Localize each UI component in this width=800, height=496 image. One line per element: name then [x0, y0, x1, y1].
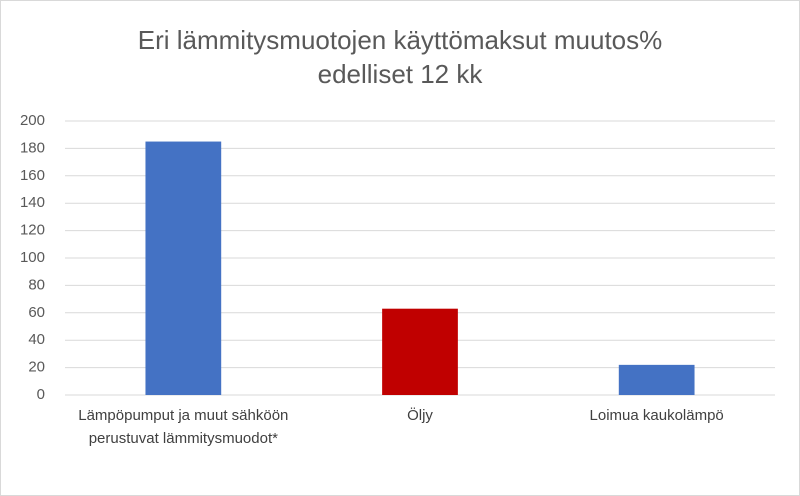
- y-tick-label: 0: [37, 386, 45, 403]
- y-tick-label: 60: [28, 304, 45, 321]
- x-tick-label: Loimua kaukolämpö: [589, 407, 724, 424]
- y-tick-label: 20: [28, 359, 45, 376]
- y-tick-label: 180: [20, 139, 45, 156]
- bar: [145, 141, 222, 395]
- chart-title: edelliset 12 kk: [318, 59, 484, 89]
- bar: [382, 308, 458, 395]
- y-tick-label: 200: [20, 112, 45, 129]
- y-tick-label: 120: [20, 222, 45, 239]
- y-tick-label: 40: [28, 331, 45, 348]
- y-tick-label: 140: [20, 194, 45, 211]
- x-tick-label: Öljy: [407, 407, 433, 424]
- y-tick-label: 80: [28, 276, 45, 293]
- y-tick-label: 100: [20, 249, 45, 266]
- bar: [618, 364, 695, 395]
- x-tick-label: Lämpöpumput ja muut sähköön perustuvat l…: [78, 407, 289, 447]
- chart-title: Eri lämmitysmuotojen käyttömaksut muutos…: [138, 25, 663, 55]
- y-tick-label: 160: [20, 167, 45, 184]
